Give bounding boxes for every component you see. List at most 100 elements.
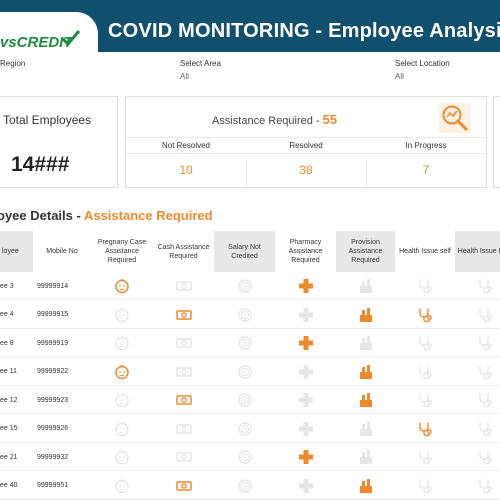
filter-region-label: Region — [0, 59, 26, 68]
assistance-count: 55 — [322, 112, 338, 127]
pharmacy-cross-icon — [275, 329, 336, 357]
section-title-accent: Assistance Required — [83, 208, 213, 223]
next-card-edge — [493, 96, 500, 188]
baby-face-icon — [91, 443, 153, 471]
mobile-cell: 99999932 — [37, 453, 69, 461]
mobile-cell: 99999919 — [37, 339, 69, 347]
col-pregnancy[interactable]: Pregnany Case Assistance Required — [97, 239, 147, 264]
total-employees-card: Total Employees 14### — [0, 96, 118, 188]
pharmacy-cross-icon — [275, 358, 336, 386]
baby-face-icon — [91, 386, 153, 414]
table-row[interactable]: ee 3 99999914 — [0, 272, 500, 300]
stethoscope-icon — [455, 272, 500, 300]
employee-cell: ee 3 — [0, 282, 14, 290]
provision-bottles-icon — [336, 329, 395, 357]
stethoscope-icon — [455, 358, 500, 386]
baby-face-icon — [91, 329, 153, 357]
cash-note-icon — [153, 272, 214, 300]
stethoscope-icon — [455, 386, 500, 414]
assistance-breakdown-values: 10 38 7 — [126, 153, 486, 188]
table-row[interactable]: ee 4 99999915 — [0, 301, 500, 329]
filter-area-value[interactable]: All — [180, 72, 189, 81]
cash-note-icon — [153, 358, 214, 386]
stethoscope-icon — [395, 329, 455, 357]
pharmacy-cross-icon — [275, 272, 336, 300]
stethoscope-icon — [395, 386, 455, 414]
assistance-label-text: Assistance Required - — [212, 115, 323, 127]
salary-coin-icon — [214, 443, 275, 471]
not-resolved-label: Not Resolved — [161, 141, 211, 150]
col-salary[interactable]: Salary Not Credited — [214, 231, 275, 272]
stethoscope-icon — [455, 329, 500, 357]
provision-bottles-icon — [336, 301, 395, 329]
section-title: oyee Details - Assistance Required — [0, 208, 213, 223]
col-health-kids[interactable]: Health Issue Kids — [455, 231, 500, 272]
salary-coin-icon — [214, 272, 275, 300]
pharmacy-cross-icon — [275, 415, 336, 443]
resolved-value: 38 — [299, 163, 313, 177]
stethoscope-icon — [395, 272, 455, 300]
col-provision[interactable]: Provision Assistance Required — [336, 231, 395, 272]
mobile-cell: 99999951 — [37, 482, 69, 489]
baby-face-icon — [91, 472, 153, 500]
table-row[interactable]: ee 40 99999951 — [0, 472, 500, 500]
table-row[interactable]: ee 8 99999919 — [0, 329, 500, 357]
cash-note-icon — [153, 329, 214, 357]
provision-bottles-icon — [336, 443, 395, 471]
pharmacy-cross-icon — [275, 443, 336, 471]
filter-area[interactable]: Select Area All — [180, 59, 221, 81]
salary-coin-icon — [214, 386, 275, 414]
employee-cell: ee 4 — [0, 311, 14, 318]
table-row[interactable]: ee 11 99999922 — [0, 358, 500, 386]
stethoscope-icon — [455, 415, 500, 443]
employee-cell: ee 11 — [0, 368, 17, 375]
mobile-cell: 99999922 — [37, 368, 69, 375]
baby-face-icon — [91, 272, 153, 300]
col-cash[interactable]: Cash Assistance Required — [157, 243, 210, 260]
pharmacy-cross-icon — [275, 386, 336, 414]
section-title-text: oyee Details - — [0, 208, 84, 223]
cash-note-icon — [153, 386, 214, 414]
logo-check-icon — [62, 30, 80, 46]
salary-coin-icon — [214, 329, 275, 357]
salary-coin-icon — [214, 301, 275, 329]
table-row[interactable]: ee 15 99999926 — [0, 415, 500, 443]
baby-face-icon — [91, 415, 153, 443]
col-health-self[interactable]: Health Issue self — [399, 248, 451, 255]
salary-coin-icon — [214, 472, 275, 500]
employee-cell: ee 8 — [0, 339, 14, 347]
stethoscope-icon — [395, 301, 455, 329]
filter-area-label: Select Area — [180, 59, 221, 68]
filter-location[interactable]: Select Location All — [395, 59, 450, 81]
magnifier-chart-icon — [439, 103, 471, 133]
salary-coin-icon — [214, 415, 275, 443]
filter-region[interactable]: Region — [0, 59, 25, 72]
stethoscope-icon — [455, 443, 500, 471]
logo-text: vsCREDIT — [0, 34, 73, 51]
stethoscope-icon — [455, 301, 500, 329]
mobile-cell: 99999926 — [37, 425, 69, 432]
total-employees-label: Total Employees — [3, 113, 92, 127]
employee-cell: ee 21 — [0, 453, 18, 461]
filter-location-label: Select Location — [395, 59, 450, 68]
in-progress-label: In Progress — [405, 141, 447, 150]
col-pharmacy[interactable]: Pharmacy Assistance Required — [288, 239, 323, 264]
employee-cell: ee 40 — [0, 482, 18, 489]
employee-cell: ee 15 — [0, 425, 18, 432]
cash-note-icon — [153, 472, 214, 500]
filter-location-value[interactable]: All — [395, 72, 404, 81]
col-employee[interactable]: loyee — [0, 231, 33, 272]
table-row[interactable]: ee 12 99999923 — [0, 386, 500, 414]
table-row[interactable]: ee 21 99999932 — [0, 443, 500, 471]
cash-note-icon — [153, 301, 214, 329]
provision-bottles-icon — [336, 415, 395, 443]
logo: vsCREDIT — [0, 12, 98, 52]
stethoscope-icon — [455, 472, 500, 500]
col-mobile[interactable]: Mobile No — [46, 248, 78, 255]
pharmacy-cross-icon — [275, 472, 336, 500]
salary-coin-icon — [214, 358, 275, 386]
page-title: COVID MONITORING - Employee Analysis — [108, 20, 500, 42]
app-header: vsCREDIT COVID MONITORING - Employee Ana… — [0, 0, 500, 52]
stethoscope-icon — [395, 472, 455, 500]
mobile-cell: 99999923 — [37, 396, 69, 404]
